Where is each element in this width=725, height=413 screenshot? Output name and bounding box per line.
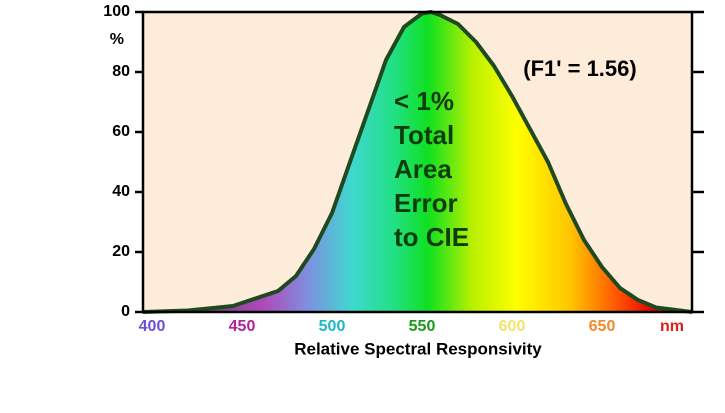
x-tick-label: 450 bbox=[229, 318, 256, 335]
area bbox=[143, 12, 692, 312]
center-note: < 1% bbox=[394, 86, 454, 116]
center-note: Error bbox=[394, 188, 458, 218]
x-tick-label: 500 bbox=[319, 318, 346, 335]
note: (F1' = 1.56) bbox=[523, 56, 636, 81]
y-tick-label: 20 bbox=[112, 243, 130, 260]
x-unit: nm bbox=[660, 318, 684, 335]
y-tick-label: 80 bbox=[112, 63, 130, 80]
plot-frame bbox=[141, 10, 694, 314]
x-tick-label: 550 bbox=[409, 318, 436, 335]
x-axis-title: Relative Spectral Responsivity bbox=[294, 339, 542, 358]
center-note: Area bbox=[394, 154, 452, 184]
y-tick-label: 100 bbox=[103, 3, 130, 20]
x-tick-label: 650 bbox=[589, 318, 616, 335]
y-unit: % bbox=[110, 31, 124, 48]
y-tick-label: 0 bbox=[121, 303, 130, 320]
x-tick-label: 400 bbox=[139, 318, 166, 335]
center-note: to CIE bbox=[394, 222, 469, 252]
line bbox=[142, 10, 693, 314]
center-note: Total bbox=[394, 120, 454, 150]
y-tick-label: 60 bbox=[112, 123, 130, 140]
x-tick-label: 600 bbox=[499, 318, 526, 335]
y-tick-label: 40 bbox=[112, 183, 130, 200]
